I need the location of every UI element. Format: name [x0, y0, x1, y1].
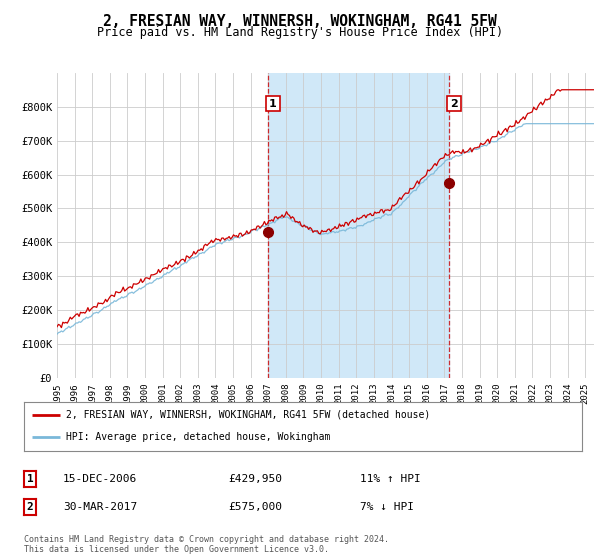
Text: Contains HM Land Registry data © Crown copyright and database right 2024.
This d: Contains HM Land Registry data © Crown c… [24, 535, 389, 554]
Text: 1: 1 [26, 474, 33, 484]
Text: 7% ↓ HPI: 7% ↓ HPI [360, 502, 414, 512]
Text: £575,000: £575,000 [228, 502, 282, 512]
Text: HPI: Average price, detached house, Wokingham: HPI: Average price, detached house, Woki… [66, 432, 330, 442]
Text: 2, FRESIAN WAY, WINNERSH, WOKINGHAM, RG41 5FW (detached house): 2, FRESIAN WAY, WINNERSH, WOKINGHAM, RG4… [66, 410, 430, 420]
Bar [268, 73, 449, 378]
Text: £429,950: £429,950 [228, 474, 282, 484]
Text: 15-DEC-2006: 15-DEC-2006 [63, 474, 137, 484]
Text: 2: 2 [26, 502, 33, 512]
Text: 1: 1 [269, 99, 277, 109]
Text: 30-MAR-2017: 30-MAR-2017 [63, 502, 137, 512]
Text: 11% ↑ HPI: 11% ↑ HPI [360, 474, 421, 484]
Text: 2: 2 [450, 99, 458, 109]
Text: 2, FRESIAN WAY, WINNERSH, WOKINGHAM, RG41 5FW: 2, FRESIAN WAY, WINNERSH, WOKINGHAM, RG4… [103, 14, 497, 29]
Text: Price paid vs. HM Land Registry's House Price Index (HPI): Price paid vs. HM Land Registry's House … [97, 26, 503, 39]
